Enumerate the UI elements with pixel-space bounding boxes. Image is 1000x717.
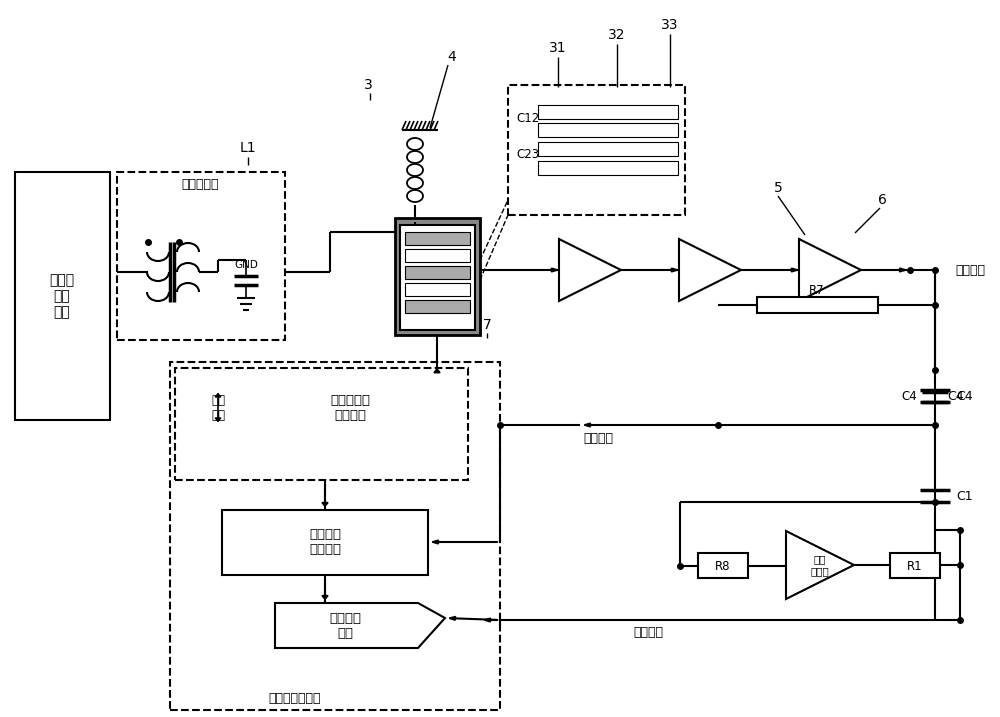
Text: 信号变压器: 信号变压器 [181,179,219,191]
Bar [117,172,285,340]
Text: C4: C4 [901,391,917,404]
Text: 32: 32 [608,28,626,42]
Text: 5: 5 [774,181,782,195]
Text: C4: C4 [956,389,973,402]
Text: 机械
移动: 机械 移动 [211,394,225,422]
Bar [15,172,110,420]
Text: 零位检测
电路: 零位检测 电路 [329,612,361,640]
Bar [508,85,685,215]
Text: L1: L1 [240,141,256,155]
Text: 振动信号: 振动信号 [955,264,985,277]
Text: R7: R7 [809,283,825,297]
Text: C23: C23 [516,148,539,161]
Text: C12: C12 [516,112,539,125]
Bar [757,297,878,313]
Text: 31: 31 [549,41,567,55]
Text: R1: R1 [907,559,923,572]
Text: 地震计调零装置: 地震计调零装置 [269,691,321,705]
Text: C1: C1 [956,490,973,503]
Text: GND: GND [234,260,258,270]
Bar [538,123,678,137]
Bar [405,283,470,296]
Bar [405,266,470,279]
Text: 电流信号: 电流信号 [583,432,613,445]
Bar [395,218,480,335]
Text: 调零电机
驱动电路: 调零电机 驱动电路 [309,528,341,556]
Text: 3: 3 [364,78,372,92]
Bar [405,232,470,245]
Bar [405,300,470,313]
Text: 调零电机及
机械结构: 调零电机及 机械结构 [330,394,370,422]
Text: 6: 6 [878,193,886,207]
Text: 输出信号: 输出信号 [633,627,663,640]
Text: 正弦波
发生
电路: 正弦波 发生 电路 [49,272,75,319]
Bar [538,142,678,156]
Bar [400,225,475,330]
Text: R8: R8 [715,559,731,572]
Bar [222,510,428,575]
Text: 33: 33 [661,18,679,32]
Bar [538,161,678,175]
Bar [698,553,748,578]
Bar [175,368,468,480]
Bar [405,249,470,262]
Bar [170,362,500,710]
Text: 运算
放大器: 运算 放大器 [811,554,829,576]
Text: 7: 7 [483,318,491,332]
Text: 4: 4 [448,50,456,64]
Text: C4: C4 [948,391,964,404]
Bar [890,553,940,578]
Bar [538,105,678,119]
